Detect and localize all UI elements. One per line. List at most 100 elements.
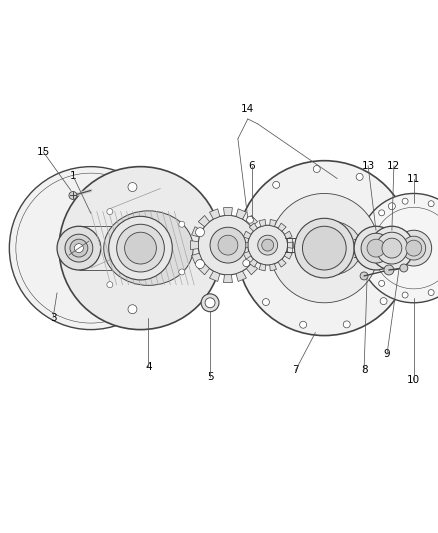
Text: 6: 6 bbox=[248, 160, 254, 171]
Text: 7: 7 bbox=[292, 365, 298, 375]
Circle shape bbox=[261, 239, 273, 251]
Circle shape bbox=[57, 226, 101, 270]
Text: 9: 9 bbox=[383, 350, 389, 359]
Polygon shape bbox=[246, 264, 257, 275]
Circle shape bbox=[395, 230, 431, 266]
Polygon shape bbox=[198, 264, 209, 275]
Circle shape bbox=[364, 232, 370, 238]
Circle shape bbox=[353, 226, 397, 270]
Circle shape bbox=[237, 160, 411, 336]
Polygon shape bbox=[269, 220, 276, 227]
Circle shape bbox=[381, 238, 401, 258]
Circle shape bbox=[294, 219, 353, 278]
Text: 3: 3 bbox=[49, 313, 56, 322]
Polygon shape bbox=[284, 231, 292, 239]
Polygon shape bbox=[241, 242, 247, 248]
Polygon shape bbox=[243, 252, 251, 259]
Circle shape bbox=[59, 167, 222, 329]
Polygon shape bbox=[236, 209, 246, 219]
Circle shape bbox=[383, 265, 393, 275]
Circle shape bbox=[69, 191, 77, 199]
Circle shape bbox=[257, 235, 277, 255]
Circle shape bbox=[209, 227, 245, 263]
Circle shape bbox=[269, 193, 378, 303]
Circle shape bbox=[106, 208, 113, 215]
Text: 5: 5 bbox=[206, 372, 213, 382]
Circle shape bbox=[109, 216, 172, 280]
Circle shape bbox=[401, 236, 425, 260]
Circle shape bbox=[398, 259, 405, 265]
Polygon shape bbox=[287, 242, 293, 248]
Circle shape bbox=[427, 289, 433, 295]
Circle shape bbox=[198, 215, 257, 275]
Polygon shape bbox=[198, 215, 209, 227]
Text: 11: 11 bbox=[406, 174, 420, 183]
Polygon shape bbox=[249, 223, 257, 231]
Polygon shape bbox=[249, 259, 257, 267]
Circle shape bbox=[427, 201, 433, 207]
Polygon shape bbox=[269, 264, 276, 271]
Polygon shape bbox=[253, 253, 264, 264]
Circle shape bbox=[302, 226, 346, 270]
Circle shape bbox=[343, 321, 350, 328]
Circle shape bbox=[117, 224, 164, 272]
Circle shape bbox=[355, 173, 362, 180]
Circle shape bbox=[128, 305, 137, 313]
Polygon shape bbox=[209, 209, 219, 219]
Circle shape bbox=[246, 216, 253, 223]
Circle shape bbox=[201, 294, 219, 312]
Circle shape bbox=[378, 210, 384, 216]
Circle shape bbox=[313, 166, 320, 173]
Polygon shape bbox=[284, 252, 292, 259]
Circle shape bbox=[360, 233, 390, 263]
Circle shape bbox=[195, 260, 204, 269]
Circle shape bbox=[359, 272, 367, 280]
Text: 14: 14 bbox=[240, 104, 254, 114]
Polygon shape bbox=[277, 259, 286, 267]
Circle shape bbox=[369, 226, 413, 270]
Circle shape bbox=[128, 183, 137, 191]
Circle shape bbox=[401, 198, 407, 204]
Circle shape bbox=[378, 280, 384, 286]
Circle shape bbox=[106, 281, 113, 288]
Circle shape bbox=[74, 244, 83, 253]
Circle shape bbox=[178, 269, 184, 275]
Polygon shape bbox=[223, 208, 232, 215]
Text: 1: 1 bbox=[70, 171, 76, 181]
Circle shape bbox=[364, 258, 370, 264]
Polygon shape bbox=[191, 253, 201, 264]
Text: 4: 4 bbox=[145, 362, 152, 373]
Polygon shape bbox=[258, 220, 265, 227]
Text: 2: 2 bbox=[66, 250, 72, 260]
Circle shape bbox=[388, 203, 395, 209]
Circle shape bbox=[9, 167, 172, 329]
Polygon shape bbox=[209, 271, 219, 281]
Circle shape bbox=[375, 232, 407, 264]
Circle shape bbox=[65, 234, 92, 262]
Circle shape bbox=[195, 228, 204, 237]
Polygon shape bbox=[253, 227, 264, 237]
Polygon shape bbox=[257, 241, 265, 249]
Text: 8: 8 bbox=[360, 365, 367, 375]
Ellipse shape bbox=[103, 211, 193, 285]
Circle shape bbox=[405, 240, 421, 256]
Polygon shape bbox=[190, 241, 198, 249]
Circle shape bbox=[70, 239, 88, 257]
Circle shape bbox=[401, 292, 407, 298]
Text: 12: 12 bbox=[386, 160, 399, 171]
Circle shape bbox=[262, 298, 269, 305]
Text: 13: 13 bbox=[360, 160, 374, 171]
Circle shape bbox=[299, 321, 306, 328]
Circle shape bbox=[272, 181, 279, 188]
Circle shape bbox=[247, 225, 287, 265]
Ellipse shape bbox=[297, 221, 361, 276]
Polygon shape bbox=[258, 264, 265, 271]
Circle shape bbox=[399, 264, 407, 272]
Polygon shape bbox=[191, 227, 201, 237]
Text: 15: 15 bbox=[36, 147, 49, 157]
Polygon shape bbox=[246, 215, 257, 227]
Circle shape bbox=[242, 260, 249, 266]
Circle shape bbox=[358, 193, 438, 303]
Circle shape bbox=[379, 297, 386, 304]
Text: 10: 10 bbox=[406, 375, 419, 385]
